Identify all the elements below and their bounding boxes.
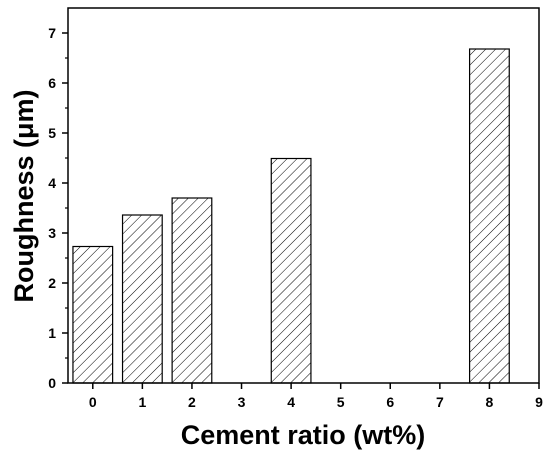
x-tick-label: 4 [287,394,295,410]
y-tick-label: 5 [48,125,56,141]
plot-frame [67,7,540,384]
y-tick-label: 4 [48,175,56,191]
y-tick-label: 1 [48,325,56,341]
x-tick-label: 3 [238,394,246,410]
x-tick-label: 5 [337,394,345,410]
bar-4 [270,157,312,384]
x-axis-title: Cement ratio (wt%) [181,420,426,450]
x-tick-label: 2 [188,394,196,410]
bar-1 [121,214,163,384]
bar-0 [72,245,114,384]
x-tick-label: 6 [386,394,394,410]
y-tick-label: 6 [48,75,56,91]
y-axis-title: Roughness (μm) [9,89,39,302]
y-tick-label: 3 [48,225,56,241]
ticks-layer [62,32,540,389]
tick-labels-layer: 0 1 2 3 4 5 6 7 8 9 0 1 2 3 4 5 6 7 [48,25,543,410]
x-tick-label: 9 [535,394,543,410]
y-tick-label: 7 [48,25,56,41]
x-tick-label: 0 [89,394,97,410]
y-tick-label: 2 [48,275,56,291]
x-tick-label: 1 [138,394,146,410]
bar-8 [468,48,510,384]
bar-2 [171,197,213,384]
x-tick-label: 8 [486,394,494,410]
bars-layer [72,48,510,384]
x-tick-label: 7 [436,394,444,410]
y-tick-label: 0 [48,375,56,391]
